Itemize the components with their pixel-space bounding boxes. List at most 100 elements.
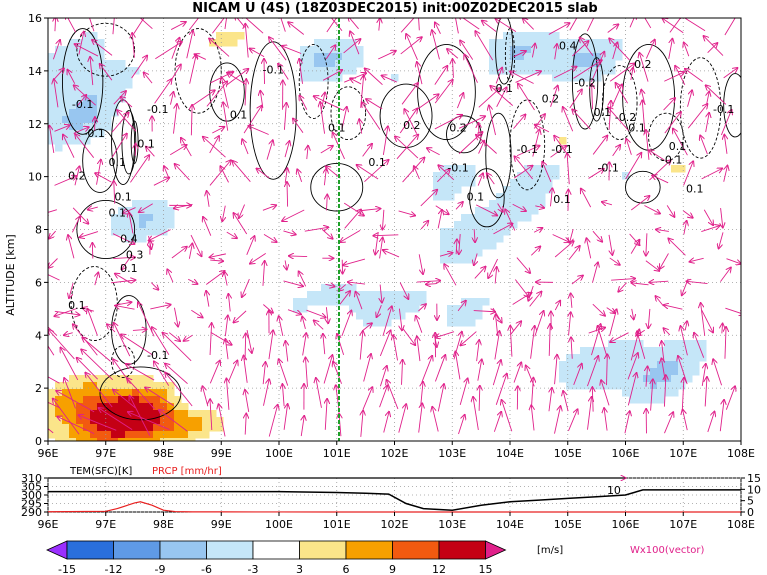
shade-cell <box>118 88 126 96</box>
wind-vector <box>625 153 642 180</box>
shade-cell <box>503 200 511 208</box>
wind-vector <box>496 315 498 337</box>
wind-vector <box>396 135 418 160</box>
shade-cell <box>167 382 175 390</box>
shade-cell <box>461 221 469 229</box>
wind-vector <box>420 221 428 230</box>
wind-vector <box>417 336 420 362</box>
wind-vector <box>357 165 379 180</box>
wind-vector <box>571 293 572 308</box>
shade-cell <box>489 60 497 68</box>
shade-cell <box>650 396 658 404</box>
shade-cell <box>545 53 553 61</box>
wind-vector <box>379 366 386 387</box>
shade-cell <box>685 375 693 383</box>
wind-vector <box>133 18 145 34</box>
shade-cell <box>300 298 308 306</box>
shade-cell <box>482 214 490 222</box>
shade-cell <box>685 347 693 355</box>
wind-vector <box>447 49 459 59</box>
shade-cell <box>503 46 511 54</box>
wind-vector <box>573 364 582 386</box>
shade-cell <box>167 221 175 229</box>
shade-cell <box>174 396 182 404</box>
temp-tick-label: 300 <box>21 489 42 502</box>
shade-cell <box>664 340 672 348</box>
shade-cell <box>552 165 560 173</box>
shade-cell <box>307 298 315 306</box>
shade-cell <box>125 228 133 236</box>
x-tick-label: 98E <box>153 447 174 460</box>
wind-vector <box>664 375 665 407</box>
shade-cell <box>608 382 616 390</box>
wind-vector <box>146 147 155 157</box>
shade-cell <box>195 424 203 432</box>
wind-vector <box>592 136 607 155</box>
wind-vector <box>64 378 76 409</box>
wind-vector <box>264 59 265 85</box>
wind-vector <box>580 38 594 56</box>
wind-vector <box>223 102 229 131</box>
wind-vector <box>130 155 149 183</box>
shade-cell <box>671 347 679 355</box>
shade-cell <box>601 60 609 68</box>
wind-vector <box>49 230 56 238</box>
shade-cell <box>510 179 518 187</box>
contour-line <box>111 345 136 379</box>
shade-cell <box>678 361 686 369</box>
shade-cell <box>349 298 357 306</box>
shade-cell <box>153 389 161 397</box>
wind-vector <box>668 39 673 59</box>
wind-vector <box>263 233 277 242</box>
shade-cell <box>636 389 644 397</box>
shade-cell <box>643 354 651 362</box>
wind-vector <box>660 253 669 268</box>
contour-line <box>723 73 741 138</box>
shade-cell <box>468 305 476 313</box>
shade-cell <box>216 32 224 40</box>
wind-vector <box>195 54 207 60</box>
contour-label: -0.1 <box>661 153 682 166</box>
wind-vector <box>516 146 540 157</box>
shade-cell <box>118 81 126 89</box>
wind-vector <box>684 221 687 235</box>
shade-cell <box>132 424 140 432</box>
wind-vector <box>379 386 388 408</box>
wind-vector <box>604 408 607 431</box>
shade-cell <box>55 46 63 54</box>
contour-label: 0.1 <box>628 122 646 135</box>
shade-cell <box>524 32 532 40</box>
shade-cell <box>580 46 588 54</box>
shade-cell <box>657 389 665 397</box>
shade-cell <box>594 375 602 383</box>
shade-cell <box>321 291 329 299</box>
wind-vector <box>563 391 569 412</box>
shade-cell <box>587 39 595 47</box>
contour-label: 0.2 <box>68 169 86 182</box>
shade-cell <box>69 95 77 103</box>
wind-vector <box>112 233 135 244</box>
wind-vector <box>616 83 628 104</box>
shade-cell <box>132 410 140 418</box>
wind-vector <box>627 373 636 406</box>
wind-vector <box>592 303 605 316</box>
wind-vector <box>268 330 273 360</box>
shade-cell <box>90 438 98 441</box>
wind-vector <box>427 148 440 156</box>
wind-vector <box>587 397 592 430</box>
wind-vector <box>532 129 540 157</box>
wind-vector <box>48 274 60 281</box>
wind-vector <box>75 134 95 158</box>
main-axes: 96E 97E 98E 99E 100E 101E 102E 103E 104E 105E 106E… <box>28 12 755 460</box>
shade-cell <box>167 389 175 397</box>
shade-cell <box>48 424 56 432</box>
shade-cell <box>657 368 665 376</box>
shade-cell <box>566 60 574 68</box>
contour-line <box>601 65 638 141</box>
colorbar-tick-label: 12 <box>432 563 446 575</box>
shade-cell <box>475 207 483 215</box>
wind-vector <box>434 66 448 85</box>
colorbar-tick-label: -15 <box>58 563 76 575</box>
shade-cell <box>132 431 140 439</box>
shade-cell <box>69 431 77 439</box>
